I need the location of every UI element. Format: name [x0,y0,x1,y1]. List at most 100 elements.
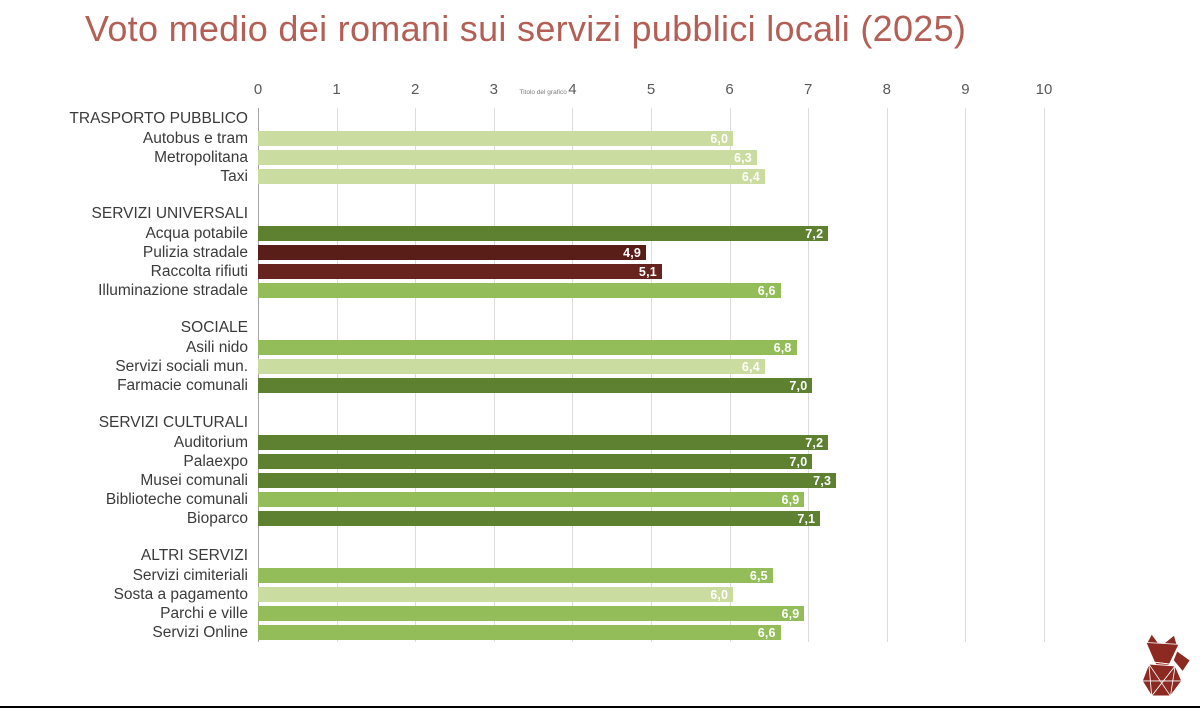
bar: 6,8 [258,340,797,355]
category-label: Palaexpo [183,452,248,470]
bar: 6,0 [258,131,734,146]
x-axis-tick-label: 1 [332,81,341,98]
bar-row: Asili nido 6,8 [10,338,1050,357]
category-label: Servizi Online [152,623,248,641]
category-label: Bioparco [186,509,248,527]
gridline [729,108,731,642]
bar-track: 5,1 [258,264,1050,279]
x-axis: 0 1 2 3 4 5 6 7 8 9 10 Titolo del grafico [254,80,1053,106]
group-header-label: SERVIZI CULTURALI [98,413,248,431]
x-axis-tick-label: 5 [646,81,656,98]
group-header-row: ALTRI SERVIZI [10,545,1050,566]
bar-group: SERVIZI CULTURALI Auditorium 7,2 Palaexpo 7,… [10,412,1050,528]
x-axis-tick-label: 0 [253,81,263,98]
group-header-row: SERVIZI UNIVERSALI [10,203,1050,224]
category-label: Autobus e tram [142,129,248,147]
bar-track: 6,4 [258,359,1050,374]
bar-track: 6,5 [258,568,1050,583]
value-label: 6,0 [710,587,729,602]
bar-track: 6,8 [258,340,1050,355]
bar-track: 7,0 [258,378,1050,393]
value-label: 7,2 [805,435,824,450]
bar: 5,1 [258,264,662,279]
bar-row: Raccolta rifiuti 5,1 [10,262,1050,281]
gridline [886,108,888,642]
gridline [1044,108,1045,642]
value-label: 6,3 [733,150,752,165]
category-label: Servizi cimiteriali [132,566,248,584]
bar: 6,4 [258,359,765,374]
bar: 6,6 [258,283,781,298]
bar-row: Musei comunali 7,3 [10,471,1050,490]
bar: 6,4 [258,169,765,184]
bar-track: 6,6 [258,283,1050,298]
plot-area: TRASPORTO PUBBLICO Autobus e tram 6,0 Metro… [10,108,1050,642]
x-axis-tick-label: 7 [804,81,813,98]
bar-group: TRASPORTO PUBBLICO Autobus e tram 6,0 Metro… [10,108,1050,186]
bar: 7,2 [258,435,829,450]
bar: 6,3 [258,150,757,165]
bar-group: ALTRI SERVIZI Servizi cimiteriali 6,5 Sosta… [10,545,1050,642]
value-label: 7,0 [789,454,808,469]
value-label: 6,5 [749,568,768,583]
gridline [965,108,967,642]
value-label: 6,4 [741,359,760,374]
chart-title: Voto medio dei romani sui servizi pubbli… [85,8,967,49]
value-label: 6,6 [757,625,776,640]
bar: 7,3 [258,473,837,488]
x-axis-tick-label: 3 [489,81,498,98]
bar: 6,9 [258,606,805,621]
bar-track: 6,0 [258,131,1050,146]
bar: 7,0 [258,378,813,393]
bar-chart: 0 1 2 3 4 5 6 7 8 9 10 Titolo del grafico TRASPORT… [10,80,1053,642]
bar-track: 7,0 [258,454,1050,469]
bar-row: Biblioteche comunali 6,9 [10,490,1050,509]
category-label: Auditorium [173,433,248,451]
category-label: Taxi [220,167,248,185]
gridline [493,108,495,642]
gridline [572,108,574,642]
group-header-row: SERVIZI CULTURALI [10,412,1050,433]
bar: 6,9 [258,492,805,507]
value-label: 6,9 [781,606,800,621]
bar-track: 7,2 [258,226,1050,241]
bar-row: Servizi Online 6,6 [10,623,1050,642]
bar: 6,0 [258,587,734,602]
bar-track: 7,3 [258,473,1050,488]
category-label: Asili nido [185,338,248,356]
fox-logo [1141,633,1191,697]
y-axis-line [258,108,259,642]
bar-row: Farmacie comunali 7,0 [10,376,1050,395]
value-label: 6,0 [710,131,729,146]
value-label: 7,1 [797,511,816,526]
x-axis-ticks: 0 1 2 3 4 5 6 7 8 9 10 [254,80,1053,106]
group-header-row: SOCIALE [10,317,1050,338]
bar-row: Sosta a pagamento 6,0 [10,585,1050,604]
group-header-row: TRASPORTO PUBBLICO [10,108,1050,129]
value-label: 7,2 [805,226,824,241]
bar: 7,1 [258,511,821,526]
bar-row: Autobus e tram 6,0 [10,129,1050,148]
category-label: Acqua potabile [145,224,248,242]
group-header-label: SOCIALE [180,318,248,336]
x-axis-tick-label: 4 [568,81,577,98]
bar-row: Taxi 6,4 [10,167,1050,186]
bar-row: Bioparco 7,1 [10,509,1050,528]
group-header-label: SERVIZI UNIVERSALI [91,204,248,222]
bar-row: Servizi cimiteriali 6,5 [10,566,1050,585]
bar-track: 6,6 [258,625,1050,640]
value-label: 4,9 [623,245,642,260]
category-label: Biblioteche comunali [105,490,248,508]
bar: 7,2 [258,226,829,241]
gridlines [258,108,1045,642]
bar-track: 6,4 [258,169,1050,184]
bar-track: 7,1 [258,511,1050,526]
x-axis-tick-label: 9 [961,81,970,98]
value-label: 7,3 [813,473,832,488]
bar-row: Acqua potabile 7,2 [10,224,1050,243]
bar: 6,5 [258,568,773,583]
bar-row: Servizi sociali mun. 6,4 [10,357,1050,376]
bar: 6,6 [258,625,781,640]
value-label: 6,9 [781,492,800,507]
category-label: Parchi e ville [160,604,248,622]
